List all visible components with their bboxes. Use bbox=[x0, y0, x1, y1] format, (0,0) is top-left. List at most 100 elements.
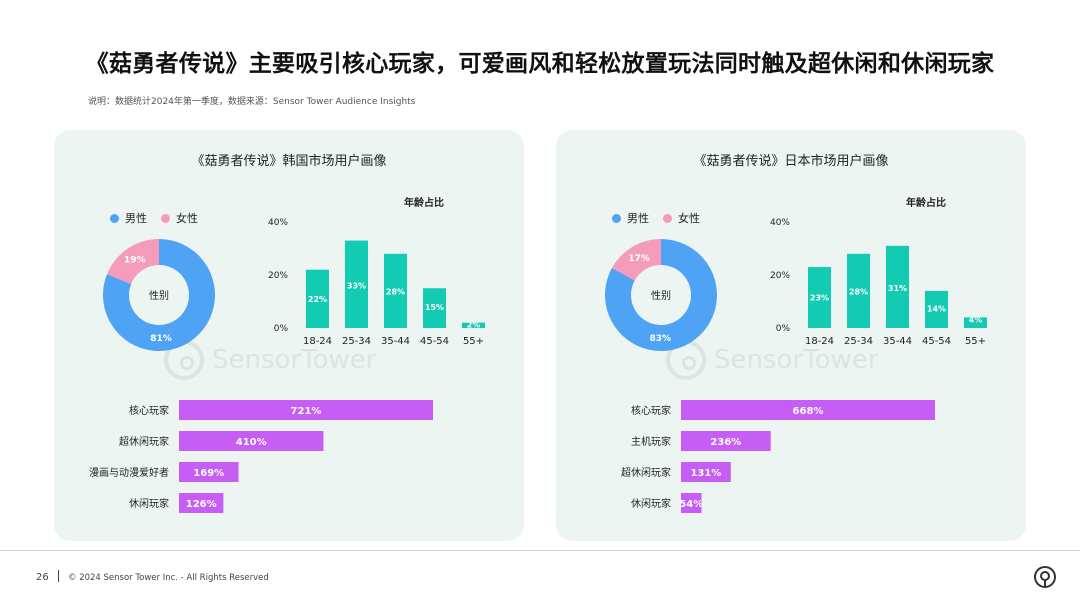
player-type-bar bbox=[179, 431, 324, 451]
legend-item-female: 女性 bbox=[161, 210, 198, 226]
age-chart-title: 年龄占比 bbox=[906, 196, 946, 209]
age-chart-title: 年龄占比 bbox=[404, 196, 444, 209]
player-type-value-label: 54% bbox=[679, 499, 703, 510]
age-bar bbox=[423, 288, 446, 328]
copyright-text: © 2024 Sensor Tower Inc. - All Rights Re… bbox=[68, 573, 269, 583]
gender-donut-chart: 19% 81% 性别 bbox=[103, 239, 216, 351]
sensor-tower-logo-icon bbox=[1034, 566, 1056, 588]
age-category-label: 25-34 bbox=[844, 336, 873, 347]
donut-slice-female bbox=[611, 239, 661, 281]
donut-slice-label: 19% bbox=[124, 255, 146, 265]
age-bar bbox=[847, 253, 870, 328]
age-category-label: 45-54 bbox=[922, 336, 951, 347]
age-category-label: 25-34 bbox=[342, 336, 371, 347]
watermark-text: SensorTower bbox=[212, 345, 377, 375]
age-bar bbox=[345, 240, 368, 328]
age-bar bbox=[462, 322, 485, 328]
donut-center-label: 性别 bbox=[149, 289, 169, 302]
y-tick-label: 0% bbox=[274, 324, 289, 334]
y-tick-label: 20% bbox=[770, 271, 790, 281]
player-type-bar bbox=[179, 493, 224, 513]
page-title: 《菇勇者传说》主要吸引核心玩家，可爱画风和轻松放置玩法同时触及超休闲和休闲玩家 bbox=[85, 51, 995, 77]
donut-slice-male bbox=[103, 239, 216, 351]
player-type-value-label: 236% bbox=[710, 437, 741, 448]
male-dot-icon bbox=[612, 213, 621, 223]
donut-center-label: 性别 bbox=[651, 289, 671, 302]
age-bar-value-label: 15% bbox=[425, 303, 444, 312]
age-bar-value-label: 22% bbox=[308, 295, 327, 304]
y-tick-label: 40% bbox=[770, 218, 790, 228]
watermark: SensorTower bbox=[164, 330, 424, 390]
age-bar bbox=[306, 269, 329, 328]
legend-label-female: 女性 bbox=[176, 212, 198, 225]
player-type-bar bbox=[681, 462, 731, 482]
age-bar-value-label: 28% bbox=[849, 288, 868, 297]
legend-label-female: 女性 bbox=[678, 212, 700, 225]
watermark: SensorTower bbox=[666, 330, 926, 390]
donut-slice-label: 81% bbox=[150, 334, 172, 344]
donut-slice-label: 17% bbox=[628, 254, 650, 264]
player-type-label: 超休闲玩家 bbox=[621, 466, 671, 479]
donut-slice-label: 83% bbox=[650, 334, 672, 344]
age-bar-chart: 年龄占比 0% 20% 40% 23% 18-24 28% 25-34 31% 35-44 14% 4… bbox=[770, 196, 987, 347]
footer-separator bbox=[58, 570, 59, 582]
player-type-bar bbox=[179, 400, 433, 420]
player-type-label: 超休闲玩家 bbox=[119, 435, 169, 448]
age-bar bbox=[964, 317, 987, 328]
footer-divider bbox=[0, 550, 1080, 551]
age-bar-value-label: 4% bbox=[969, 315, 983, 324]
player-type-value-label: 126% bbox=[186, 499, 217, 510]
age-bar bbox=[886, 245, 909, 328]
age-bar-value-label: 31% bbox=[888, 284, 907, 293]
panel-title: 《菇勇者传说》日本市场用户画像 bbox=[693, 154, 889, 169]
player-type-bar-chart: 核心玩家 721% 超休闲玩家 410% 漫画与动漫爱好者 169% 休闲玩家 126% bbox=[89, 400, 433, 513]
donut-slice-female bbox=[106, 239, 159, 284]
panel-title: 《菇勇者传说》韩国市场用户画像 bbox=[191, 154, 387, 169]
age-category-label: 55+ bbox=[965, 336, 986, 347]
legend-label-male: 男性 bbox=[627, 212, 649, 225]
player-type-value-label: 169% bbox=[193, 468, 224, 479]
age-bar-value-label: 28% bbox=[386, 288, 405, 297]
y-tick-label: 40% bbox=[268, 218, 288, 228]
y-tick-label: 20% bbox=[268, 271, 288, 281]
player-type-bar bbox=[681, 431, 771, 451]
female-dot-icon bbox=[663, 213, 672, 223]
age-bar-chart: 年龄占比 0% 20% 40% 22% 18-24 33% 25-34 28% 35-44 15% 4… bbox=[268, 196, 485, 347]
gender-donut-chart: 17% 83% 性别 bbox=[605, 239, 717, 351]
watermark-text: SensorTower bbox=[714, 345, 879, 375]
age-category-label: 18-24 bbox=[303, 336, 332, 347]
age-bar-value-label: 23% bbox=[810, 294, 829, 303]
player-type-label: 核心玩家 bbox=[631, 404, 671, 417]
page-number: 26 bbox=[36, 572, 49, 583]
legend-label-male: 男性 bbox=[125, 212, 147, 225]
female-dot-icon bbox=[161, 213, 170, 223]
donut-slice-male bbox=[605, 239, 717, 351]
age-category-label: 55+ bbox=[463, 336, 484, 347]
panel-korea: SensorTower 《菇勇者传说》韩国市场用户画像 男性 女性 19% 81%… bbox=[54, 130, 524, 541]
player-type-value-label: 721% bbox=[291, 406, 322, 417]
age-bar bbox=[808, 267, 831, 328]
legend-item-female: 女性 bbox=[663, 210, 700, 226]
age-bar-value-label: 33% bbox=[347, 282, 366, 291]
player-type-bar bbox=[681, 400, 935, 420]
age-bar bbox=[925, 290, 948, 328]
age-bar-value-label: 14% bbox=[927, 304, 946, 313]
y-tick-label: 0% bbox=[776, 324, 791, 334]
age-category-label: 18-24 bbox=[805, 336, 834, 347]
player-type-label: 休闲玩家 bbox=[129, 497, 169, 510]
player-type-bar bbox=[179, 462, 239, 482]
age-category-label: 35-44 bbox=[381, 336, 410, 347]
player-type-bar-chart: 核心玩家 668% 主机玩家 236% 超休闲玩家 131% 休闲玩家 54% bbox=[621, 400, 935, 513]
gender-legend: 男性 女性 bbox=[612, 210, 714, 226]
player-type-bar bbox=[681, 493, 702, 513]
player-type-value-label: 668% bbox=[793, 406, 824, 417]
player-type-label: 核心玩家 bbox=[129, 404, 169, 417]
legend-item-male: 男性 bbox=[110, 210, 147, 226]
subtitle-note: 说明：数据统计2024年第一季度，数据来源：Sensor Tower Audie… bbox=[88, 97, 416, 107]
player-type-label: 主机玩家 bbox=[631, 435, 671, 448]
male-dot-icon bbox=[110, 213, 119, 223]
age-category-label: 45-54 bbox=[420, 336, 449, 347]
player-type-label: 漫画与动漫爱好者 bbox=[89, 466, 169, 479]
player-type-value-label: 410% bbox=[236, 437, 267, 448]
player-type-label: 休闲玩家 bbox=[631, 497, 671, 510]
